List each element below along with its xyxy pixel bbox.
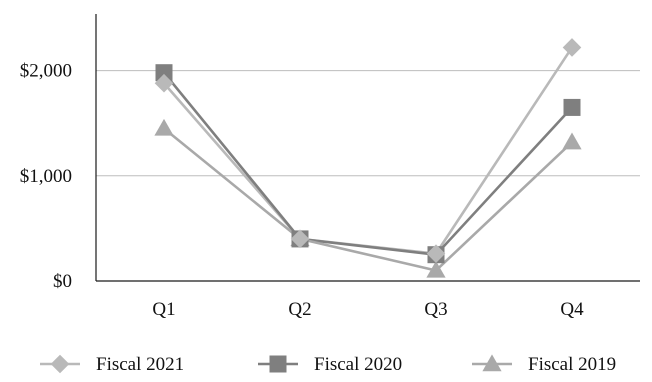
data-point-series-0 xyxy=(290,229,310,249)
y-tick-label: $1,000 xyxy=(20,166,72,187)
gridlines xyxy=(96,70,640,177)
legend-marker xyxy=(50,354,70,374)
series-line-0 xyxy=(163,46,574,255)
x-tick-label: Q1 xyxy=(152,299,175,320)
x-tick-labels: Q1 Q2 Q3 Q4 xyxy=(152,299,584,320)
series-lines xyxy=(162,46,574,272)
data-point-series-0 xyxy=(154,73,174,93)
data-point-series-1 xyxy=(155,64,173,82)
axes xyxy=(95,14,640,282)
y-tick-labels: $0 $1,000 $2,000 xyxy=(20,61,72,292)
series-markers xyxy=(154,38,582,278)
y-tick-label: $2,000 xyxy=(20,61,72,82)
y-tick-label: $0 xyxy=(53,271,72,292)
series-line-2 xyxy=(163,127,573,272)
data-point-series-2 xyxy=(426,260,446,278)
data-point-series-2 xyxy=(562,132,582,150)
x-tick-label: Q3 xyxy=(424,299,447,320)
data-point-series-1 xyxy=(563,98,581,116)
series-line-1 xyxy=(162,71,573,256)
legend-label: Fiscal 2021 xyxy=(96,354,184,375)
legend-marker xyxy=(269,355,287,373)
x-tick-label: Q2 xyxy=(288,299,311,320)
legend-marker xyxy=(482,354,502,372)
data-point-series-2 xyxy=(154,118,174,136)
data-point-series-0 xyxy=(426,244,446,263)
legend-label: Fiscal 2020 xyxy=(314,354,402,375)
legend-label: Fiscal 2019 xyxy=(528,354,616,375)
legend: Fiscal 2021 Fiscal 2020 Fiscal 2019 xyxy=(40,354,616,375)
x-tick-label: Q4 xyxy=(560,299,584,320)
data-point-series-0 xyxy=(562,38,582,57)
